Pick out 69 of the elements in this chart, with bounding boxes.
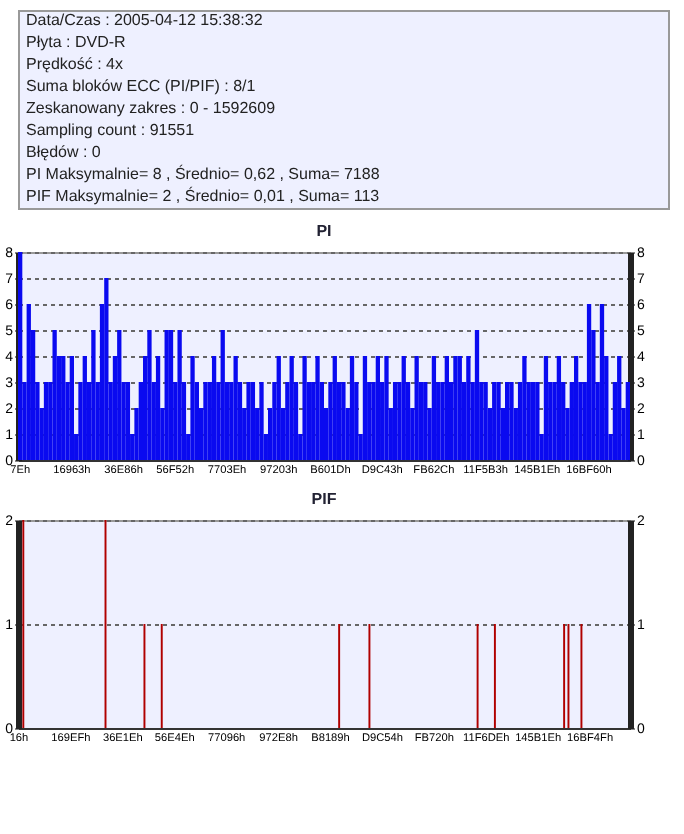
bar [52, 330, 57, 460]
bar [375, 356, 381, 460]
bar [147, 330, 152, 460]
text: Płyta : DVD-R [26, 33, 127, 51]
bar [289, 356, 294, 460]
bar [168, 330, 174, 460]
bar [69, 356, 75, 460]
bar [61, 356, 66, 460]
bar [82, 356, 87, 460]
bar [474, 330, 480, 460]
bar [315, 356, 320, 460]
bar [203, 382, 208, 460]
bar [599, 304, 605, 460]
bar [384, 356, 389, 460]
bar [573, 356, 579, 460]
bar [155, 356, 161, 460]
bar [117, 330, 122, 460]
bar [535, 382, 540, 460]
bar [233, 356, 238, 460]
bar [349, 356, 355, 460]
bar [341, 382, 346, 460]
text: PI Maksymalnie= 8 , Średnio= 0,62 , Suma= 7188 [26, 163, 381, 183]
bar [444, 356, 449, 460]
text: Sampling count : 91551 [26, 121, 196, 139]
bar [423, 382, 428, 460]
bar [246, 382, 251, 460]
chart-title: PI [316, 222, 332, 240]
bar [276, 356, 281, 460]
bar [457, 356, 462, 460]
bar [332, 356, 337, 460]
text: PIF Maksymalnie= 2 , Średnio= 0,01 , Suma= 113 [26, 185, 381, 205]
bar [431, 356, 437, 460]
bar [26, 304, 31, 460]
bar [211, 356, 217, 460]
bar [401, 356, 406, 460]
bar [43, 382, 49, 460]
bar [259, 382, 264, 460]
bar [586, 304, 592, 460]
bar [492, 382, 497, 460]
text: Zeskanowany zakres : 0 - 1592609 [26, 99, 277, 117]
bar [617, 356, 622, 460]
text: Prędkość : 4x [26, 55, 123, 73]
bar [483, 382, 488, 460]
bar [104, 278, 109, 460]
bar [556, 356, 562, 460]
bar [522, 356, 527, 460]
text: Błędów : 0 [26, 143, 102, 161]
bar [505, 382, 510, 460]
bar [453, 356, 458, 460]
bar [466, 356, 471, 460]
text: Suma bloków ECC (PI/PIF) : 8/1 [26, 77, 257, 95]
bar [91, 330, 96, 460]
bar [496, 382, 501, 460]
bar [543, 356, 549, 460]
bar [125, 382, 131, 460]
bar [362, 356, 368, 460]
text: Data/Czas : 2005-04-12 15:38:32 [26, 11, 264, 29]
bar [530, 382, 536, 460]
bar [250, 382, 256, 460]
bar [392, 382, 398, 460]
chart-title: PIF [311, 490, 337, 508]
bar [414, 356, 419, 460]
bar [302, 356, 307, 460]
bar [625, 382, 630, 460]
bar [509, 382, 514, 460]
bar [164, 330, 169, 460]
bar [177, 330, 182, 460]
bar [220, 330, 225, 460]
bar [190, 356, 195, 460]
